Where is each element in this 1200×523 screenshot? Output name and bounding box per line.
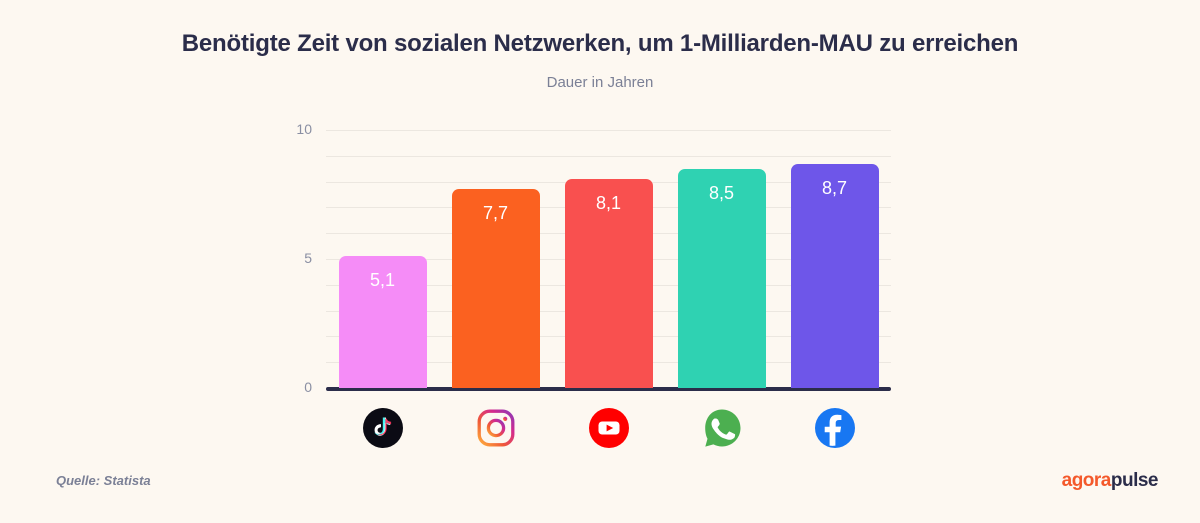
instagram-icon (476, 408, 516, 448)
y-axis-tick-label: 0 (304, 379, 312, 395)
logo-text-agora: agora (1061, 470, 1112, 491)
bar-value-label: 5,1 (369, 270, 396, 291)
y-axis-tick-label: 5 (304, 250, 312, 266)
bar-value-label: 7,7 (482, 203, 509, 224)
facebook-icon (814, 408, 855, 448)
tiktok-icon (362, 408, 403, 448)
bar-value-label: 8,7 (821, 177, 848, 198)
bar-instagram[interactable]: 7,7 (451, 189, 540, 388)
chart-subtitle: Dauer in Jahren (546, 74, 654, 91)
bar-value-label: 8,5 (708, 182, 735, 203)
bar-whatsapp[interactable]: 8,5 (677, 168, 766, 388)
gridline (326, 155, 891, 157)
bar-value-label: 8,1 (595, 193, 622, 214)
source-label: Quelle: Statista (56, 473, 151, 488)
youtube-icon (588, 408, 629, 448)
y-axis-tick-label: 10 (296, 121, 312, 137)
bar-youtube[interactable]: 8,1 (564, 179, 653, 388)
agorapulse-logo: agorapulse (1061, 470, 1159, 492)
gridline (326, 130, 891, 131)
bar-facebook[interactable]: 8,7 (790, 163, 879, 388)
bar-tiktok[interactable]: 5,1 (338, 256, 427, 388)
logo-text-pulse: pulse (1110, 470, 1159, 491)
page-title: Benötigte Zeit von sozialen Netzwerken, … (181, 30, 1019, 57)
x-axis-line (326, 387, 891, 391)
whatsapp-icon (702, 408, 742, 448)
